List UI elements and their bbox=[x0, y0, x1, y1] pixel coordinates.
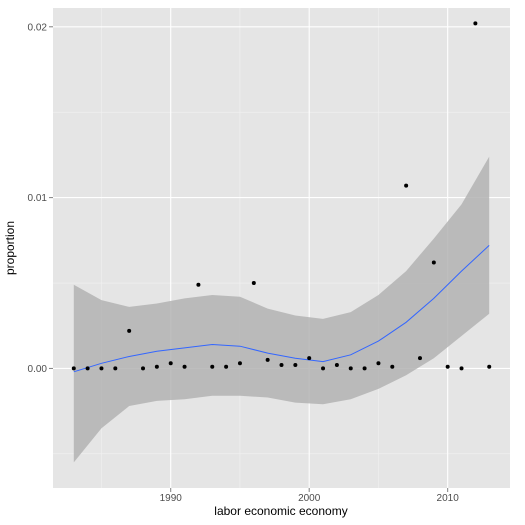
data-point bbox=[182, 364, 187, 369]
y-tick-label: 0.02 bbox=[28, 22, 48, 33]
data-point bbox=[376, 361, 381, 366]
y-axis-ticks: 0.00 0.01 0.02 bbox=[28, 22, 53, 375]
data-point bbox=[71, 366, 76, 371]
data-point bbox=[85, 366, 90, 371]
data-point bbox=[293, 363, 298, 368]
data-point bbox=[154, 364, 159, 369]
x-tick-label: 2010 bbox=[437, 493, 460, 504]
x-axis-ticks: 1990 2000 2010 bbox=[160, 488, 460, 504]
data-point bbox=[390, 364, 395, 369]
data-point bbox=[487, 364, 492, 369]
data-point bbox=[431, 260, 436, 265]
smooth-line bbox=[73, 245, 490, 373]
data-point bbox=[251, 281, 256, 286]
data-point bbox=[224, 364, 229, 369]
data-point bbox=[99, 366, 104, 371]
data-point bbox=[168, 361, 173, 366]
x-tick-label: 2000 bbox=[298, 493, 321, 504]
y-tick-label: 0.00 bbox=[28, 364, 48, 375]
y-axis-title: proportion bbox=[3, 221, 17, 275]
x-axis-title: labor economic economy bbox=[214, 504, 347, 518]
grid-minor bbox=[53, 8, 510, 488]
data-point bbox=[265, 357, 270, 362]
data-points bbox=[71, 21, 492, 371]
data-point bbox=[445, 364, 450, 369]
y-tick-label: 0.01 bbox=[28, 193, 48, 204]
data-point bbox=[237, 361, 242, 366]
data-point bbox=[473, 21, 478, 26]
data-point bbox=[321, 366, 326, 371]
data-point bbox=[113, 366, 118, 371]
data-point bbox=[404, 183, 409, 188]
data-point bbox=[362, 366, 367, 371]
data-point bbox=[459, 366, 464, 371]
data-point bbox=[279, 363, 284, 368]
data-point bbox=[141, 366, 146, 371]
data-point bbox=[348, 366, 353, 371]
data-point bbox=[210, 364, 215, 369]
data-point bbox=[417, 356, 422, 361]
data-point bbox=[196, 282, 201, 287]
confidence-ribbon bbox=[73, 156, 490, 463]
data-point bbox=[127, 328, 132, 333]
data-point bbox=[307, 356, 312, 361]
x-tick-label: 1990 bbox=[160, 493, 183, 504]
data-point bbox=[334, 363, 339, 368]
